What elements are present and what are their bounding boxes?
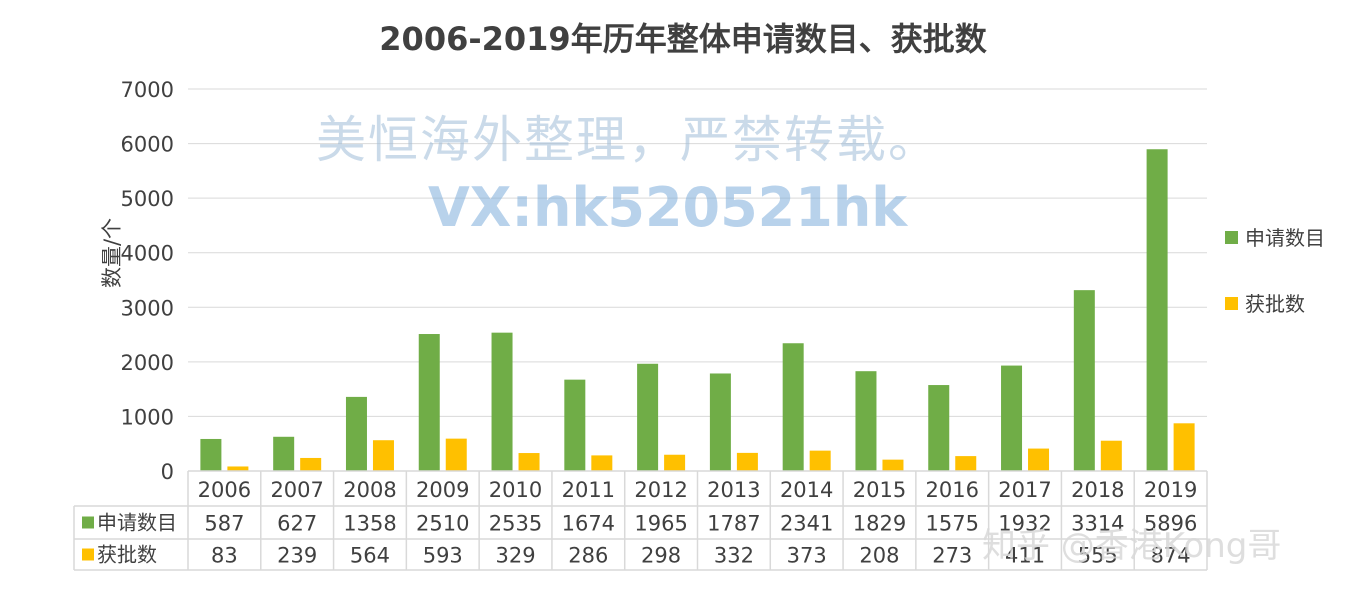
data-label: 564: [350, 544, 390, 568]
legend-swatch: [1225, 231, 1238, 244]
data-label: 1358: [343, 512, 396, 536]
data-label: 2341: [780, 512, 833, 536]
data-label: 555: [1078, 544, 1118, 568]
bars: [200, 149, 1195, 471]
x-tick-label: 2012: [634, 478, 687, 502]
x-tick-label: 2014: [780, 478, 833, 502]
data-label: 2510: [416, 512, 469, 536]
table-series-key: [82, 516, 94, 529]
bar-applications: [345, 396, 367, 471]
data-label: 1829: [853, 512, 906, 536]
x-tick-label: 2018: [1071, 478, 1124, 502]
chart-title: 2006-2019年历年整体申请数目、获批数: [379, 20, 987, 58]
data-label: 411: [1005, 544, 1045, 568]
y-tick-label: 4000: [121, 242, 174, 266]
x-tick-label: 2010: [489, 478, 542, 502]
bar-applications: [637, 363, 659, 471]
data-label: 239: [277, 544, 317, 568]
bar-approved: [809, 450, 831, 471]
bar-applications: [782, 343, 804, 471]
watermark-source: 知乎 @香港Kong哥: [982, 526, 1282, 566]
bar-approved: [1173, 423, 1195, 471]
bar-applications: [491, 332, 513, 471]
data-label: 2535: [489, 512, 542, 536]
legend-label: 获批数: [1245, 292, 1305, 316]
bar-approved: [518, 453, 540, 471]
x-tick-label: 2011: [562, 478, 615, 502]
y-tick-label: 1000: [121, 405, 174, 429]
bar-approved: [882, 459, 904, 471]
data-label: 373: [787, 544, 827, 568]
y-axis-ticks: 0 1000 2000 3000 4000 5000 6000 7000: [121, 78, 174, 484]
legend-swatch: [1225, 297, 1238, 310]
bar-approved: [1100, 440, 1122, 471]
data-label: 329: [495, 544, 535, 568]
bar-approved: [300, 457, 322, 471]
y-axis-label: 数量/个: [100, 218, 124, 288]
x-tick-label: 2015: [853, 478, 906, 502]
data-table: 2006 2007 2008 2009 2010 2011 2012 2013 2014 2015…: [73, 470, 1208, 571]
data-label: 286: [568, 544, 608, 568]
bar-approved: [372, 440, 394, 471]
bar-applications: [273, 436, 295, 471]
data-label: 1965: [634, 512, 687, 536]
table-series-name: 申请数目: [97, 511, 177, 535]
y-tick-label: 6000: [121, 133, 174, 157]
watermark-text: 美恒海外整理，严禁转载。: [316, 111, 940, 169]
x-tick-label: 2016: [926, 478, 979, 502]
data-label: 298: [641, 544, 681, 568]
bar-applications: [1146, 149, 1168, 471]
x-tick-label: 2009: [416, 478, 469, 502]
data-label: 273: [932, 544, 972, 568]
table-series-name: 获批数: [97, 543, 157, 567]
bar-approved: [227, 466, 249, 471]
bar-approved: [445, 438, 467, 471]
x-tick-label: 2007: [270, 478, 323, 502]
x-tick-label: 2017: [998, 478, 1051, 502]
bar-applications: [709, 373, 731, 471]
bar-approved: [1028, 448, 1050, 471]
data-label: 208: [859, 544, 899, 568]
x-tick-label: 2013: [707, 478, 760, 502]
bar-applications: [1073, 290, 1095, 471]
x-tick-label: 2008: [343, 478, 396, 502]
bar-applications: [564, 379, 586, 471]
bar-approved: [591, 455, 613, 471]
data-label: 332: [714, 544, 754, 568]
y-tick-label: 0: [161, 460, 174, 484]
y-tick-label: 3000: [121, 296, 174, 320]
bar-applications: [855, 371, 877, 471]
data-label: 83: [211, 544, 238, 568]
data-label: 593: [423, 544, 463, 568]
bar-applications: [928, 385, 950, 471]
bar-applications: [200, 438, 222, 471]
legend-label: 申请数目: [1245, 226, 1325, 250]
table-series-key: [82, 548, 94, 561]
bar-approved: [955, 456, 977, 471]
y-tick-label: 2000: [121, 351, 174, 375]
bar-applications: [1001, 365, 1023, 471]
watermark-contact: VX:hk520521hk: [428, 176, 908, 239]
data-label: 5896: [1144, 512, 1197, 536]
data-label: 1787: [707, 512, 760, 536]
y-tick-label: 5000: [121, 187, 174, 211]
x-tick-label: 2006: [198, 478, 251, 502]
data-label: 627: [277, 512, 317, 536]
data-label: 1674: [562, 512, 615, 536]
data-label: 1575: [926, 512, 979, 536]
bar-applications: [418, 334, 440, 471]
y-tick-label: 7000: [121, 78, 174, 102]
data-label: 1932: [998, 512, 1051, 536]
bar-approved: [736, 452, 758, 471]
bar-approved: [664, 454, 686, 471]
data-label: 874: [1151, 544, 1191, 568]
data-label: 587: [204, 512, 244, 536]
data-label: 3314: [1071, 512, 1124, 536]
x-tick-label: 2019: [1144, 478, 1197, 502]
